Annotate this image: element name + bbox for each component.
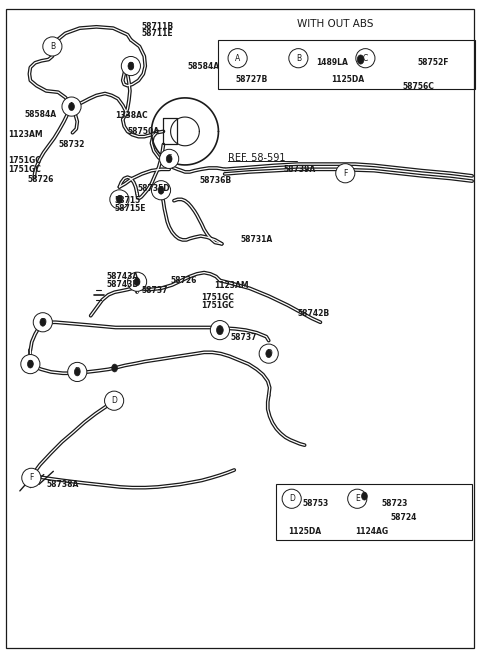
Circle shape: [134, 278, 140, 286]
Text: 58743A: 58743A: [106, 272, 138, 281]
Text: 58715E: 58715E: [115, 204, 146, 213]
Circle shape: [357, 55, 364, 64]
Text: A: A: [235, 54, 240, 63]
Text: 1124AG: 1124AG: [355, 527, 388, 536]
Text: 58584A: 58584A: [24, 110, 57, 119]
Text: 58711B: 58711B: [142, 22, 174, 31]
Ellipse shape: [159, 149, 179, 168]
Text: 1123AM: 1123AM: [214, 281, 248, 290]
Text: D: D: [266, 349, 272, 358]
Text: A: A: [217, 326, 223, 335]
Text: 58752F: 58752F: [417, 58, 449, 67]
Text: 1338AC: 1338AC: [116, 111, 148, 120]
Text: 58737: 58737: [230, 333, 257, 342]
Text: B: B: [50, 42, 55, 51]
Ellipse shape: [43, 37, 62, 56]
Ellipse shape: [152, 181, 170, 200]
Text: 1489LA: 1489LA: [317, 58, 348, 67]
Text: 58756C: 58756C: [403, 83, 434, 92]
Text: C: C: [167, 155, 172, 163]
Text: 1751GC: 1751GC: [8, 165, 41, 174]
Ellipse shape: [110, 190, 129, 209]
Ellipse shape: [289, 48, 308, 67]
Text: 58711E: 58711E: [142, 29, 173, 38]
Ellipse shape: [228, 48, 247, 67]
Ellipse shape: [68, 362, 87, 381]
Text: 58731A: 58731A: [240, 234, 272, 244]
Circle shape: [128, 62, 134, 70]
Circle shape: [69, 103, 74, 111]
Text: 58726: 58726: [27, 175, 53, 183]
Ellipse shape: [348, 489, 367, 508]
Text: 58735D: 58735D: [137, 185, 170, 193]
Ellipse shape: [62, 97, 81, 116]
Circle shape: [158, 186, 164, 194]
Text: A: A: [134, 277, 140, 286]
Ellipse shape: [336, 164, 355, 183]
Text: 58724: 58724: [391, 513, 417, 521]
Circle shape: [27, 360, 33, 368]
Text: 1123AM: 1123AM: [8, 130, 43, 139]
Text: E: E: [159, 186, 163, 195]
Text: 58738A: 58738A: [46, 480, 79, 489]
Circle shape: [266, 350, 272, 358]
Circle shape: [216, 326, 223, 335]
Circle shape: [74, 368, 80, 376]
Text: 58750A: 58750A: [128, 127, 160, 136]
Text: 58736B: 58736B: [199, 176, 231, 185]
Ellipse shape: [128, 272, 147, 291]
Ellipse shape: [259, 344, 278, 364]
Text: WITH OUT ABS: WITH OUT ABS: [298, 19, 374, 29]
Text: 1751GC: 1751GC: [201, 301, 234, 310]
Ellipse shape: [21, 354, 40, 374]
Ellipse shape: [282, 489, 301, 508]
Ellipse shape: [356, 48, 375, 67]
Text: 58584A: 58584A: [187, 62, 219, 71]
Text: 58753: 58753: [302, 500, 328, 508]
Text: D: D: [289, 495, 295, 503]
Text: 58739A: 58739A: [283, 165, 315, 174]
Text: 58743B: 58743B: [106, 280, 138, 289]
Text: A: A: [69, 102, 74, 111]
Text: E: E: [355, 495, 360, 503]
Text: D: D: [111, 396, 117, 405]
Circle shape: [40, 318, 46, 326]
Text: 58727B: 58727B: [235, 75, 267, 84]
Text: 58737: 58737: [142, 286, 168, 295]
Text: D: D: [27, 360, 33, 369]
Text: 1125DA: 1125DA: [331, 75, 364, 84]
Text: B: B: [117, 195, 122, 204]
Text: 1751GC: 1751GC: [201, 293, 234, 302]
Text: C: C: [363, 54, 368, 63]
Text: F: F: [343, 169, 348, 178]
Text: 58742B: 58742B: [298, 309, 330, 318]
Ellipse shape: [210, 320, 229, 340]
Ellipse shape: [22, 468, 41, 487]
Text: D: D: [40, 318, 46, 327]
Text: REF. 58-591: REF. 58-591: [228, 153, 286, 162]
Text: F: F: [29, 474, 34, 482]
Text: B: B: [128, 62, 133, 71]
Text: 58723: 58723: [381, 500, 408, 508]
Circle shape: [112, 364, 118, 372]
Text: B: B: [296, 54, 301, 63]
Text: 58732: 58732: [58, 140, 84, 149]
Circle shape: [117, 195, 122, 203]
Ellipse shape: [105, 391, 124, 410]
Text: 58715: 58715: [115, 196, 141, 204]
Circle shape: [166, 155, 172, 163]
Ellipse shape: [121, 56, 141, 75]
Text: 1751GC: 1751GC: [8, 157, 41, 165]
FancyBboxPatch shape: [276, 484, 472, 540]
Text: 58726: 58726: [170, 276, 197, 285]
Text: D: D: [74, 367, 80, 377]
Ellipse shape: [33, 312, 52, 332]
Circle shape: [361, 492, 367, 500]
Text: 1125DA: 1125DA: [288, 527, 321, 536]
FancyBboxPatch shape: [218, 40, 475, 89]
